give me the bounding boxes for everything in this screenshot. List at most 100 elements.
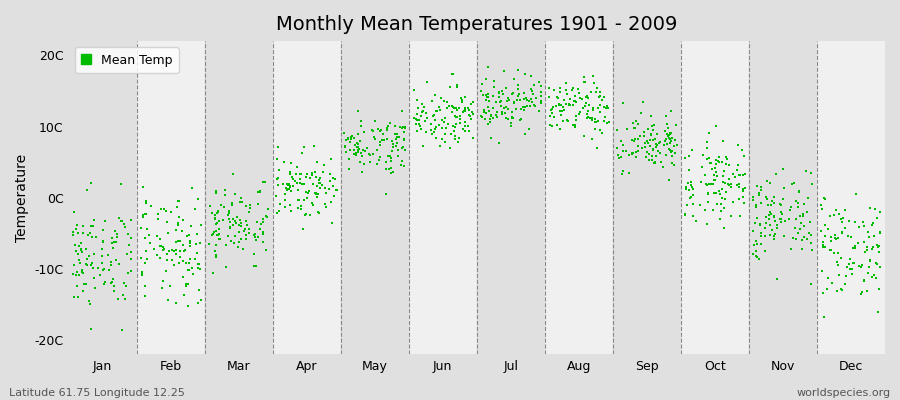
Point (599, 120, 614, 126)
Point (386, 140, 400, 147)
Point (616, 168, 630, 174)
Point (662, 136, 677, 142)
Point (518, 131, 533, 138)
Point (769, 218, 783, 224)
Point (138, 235, 152, 242)
Point (379, 165, 393, 172)
Point (738, 171, 752, 177)
Point (350, 140, 365, 146)
Point (140, 256, 154, 262)
Point (211, 208, 225, 214)
Point (104, 258, 119, 265)
Point (752, 190, 766, 197)
Point (152, 254, 166, 261)
Point (341, 135, 356, 142)
Point (661, 133, 675, 139)
Point (489, 99, 503, 105)
Point (427, 112, 441, 118)
Point (706, 181, 720, 188)
Point (139, 211, 153, 218)
Point (170, 219, 184, 226)
Point (749, 253, 763, 260)
Point (645, 157, 660, 164)
Point (461, 105, 475, 112)
Point (474, 81, 489, 88)
Point (712, 159, 726, 165)
Point (760, 196, 774, 202)
Point (699, 221, 714, 227)
Point (143, 203, 157, 210)
Point (554, 102, 568, 108)
Bar (544, 41, 613, 354)
Point (385, 169, 400, 175)
Point (737, 200, 751, 206)
Point (163, 283, 177, 290)
Point (87, 285, 102, 292)
Point (553, 126, 567, 132)
Point (862, 205, 877, 211)
Point (686, 186, 700, 192)
Point (206, 270, 220, 276)
Point (351, 146, 365, 153)
Point (634, 145, 649, 151)
Point (76, 288, 90, 294)
Point (435, 117, 449, 123)
Point (321, 186, 336, 193)
Point (769, 171, 783, 177)
Point (182, 267, 196, 274)
Point (70, 282, 85, 289)
Point (452, 104, 466, 111)
Point (419, 78, 434, 85)
Point (828, 207, 842, 213)
Point (749, 202, 763, 208)
Point (348, 142, 363, 148)
Point (283, 182, 297, 189)
Point (443, 145, 457, 151)
Point (210, 220, 224, 226)
Point (762, 216, 777, 222)
Point (597, 104, 611, 110)
Point (309, 191, 323, 198)
Point (428, 117, 442, 124)
Point (210, 209, 224, 216)
Point (76, 281, 91, 288)
Point (662, 146, 676, 152)
Point (79, 281, 94, 287)
Point (156, 246, 170, 253)
Point (524, 86, 538, 92)
Point (547, 87, 562, 94)
Point (250, 189, 265, 196)
Point (815, 242, 830, 248)
Point (108, 228, 122, 234)
Point (157, 246, 171, 252)
Point (149, 252, 164, 259)
Point (253, 188, 267, 195)
Point (141, 231, 156, 238)
Point (87, 217, 102, 224)
Point (523, 102, 537, 109)
Point (553, 108, 567, 115)
Point (730, 167, 744, 174)
Point (294, 206, 309, 212)
Point (338, 143, 353, 150)
Point (505, 90, 519, 97)
Point (103, 267, 117, 273)
Point (860, 288, 874, 294)
Point (205, 210, 220, 216)
Point (277, 204, 292, 210)
Point (858, 248, 872, 255)
Point (846, 244, 860, 251)
Point (229, 220, 243, 226)
Point (708, 177, 723, 184)
Point (506, 90, 520, 96)
Point (251, 201, 266, 207)
Point (176, 292, 191, 298)
Point (682, 166, 697, 173)
Point (371, 126, 385, 132)
Point (698, 172, 713, 178)
Point (113, 181, 128, 188)
Point (860, 244, 874, 250)
Point (731, 142, 745, 148)
Point (237, 228, 251, 235)
Point (218, 187, 232, 194)
